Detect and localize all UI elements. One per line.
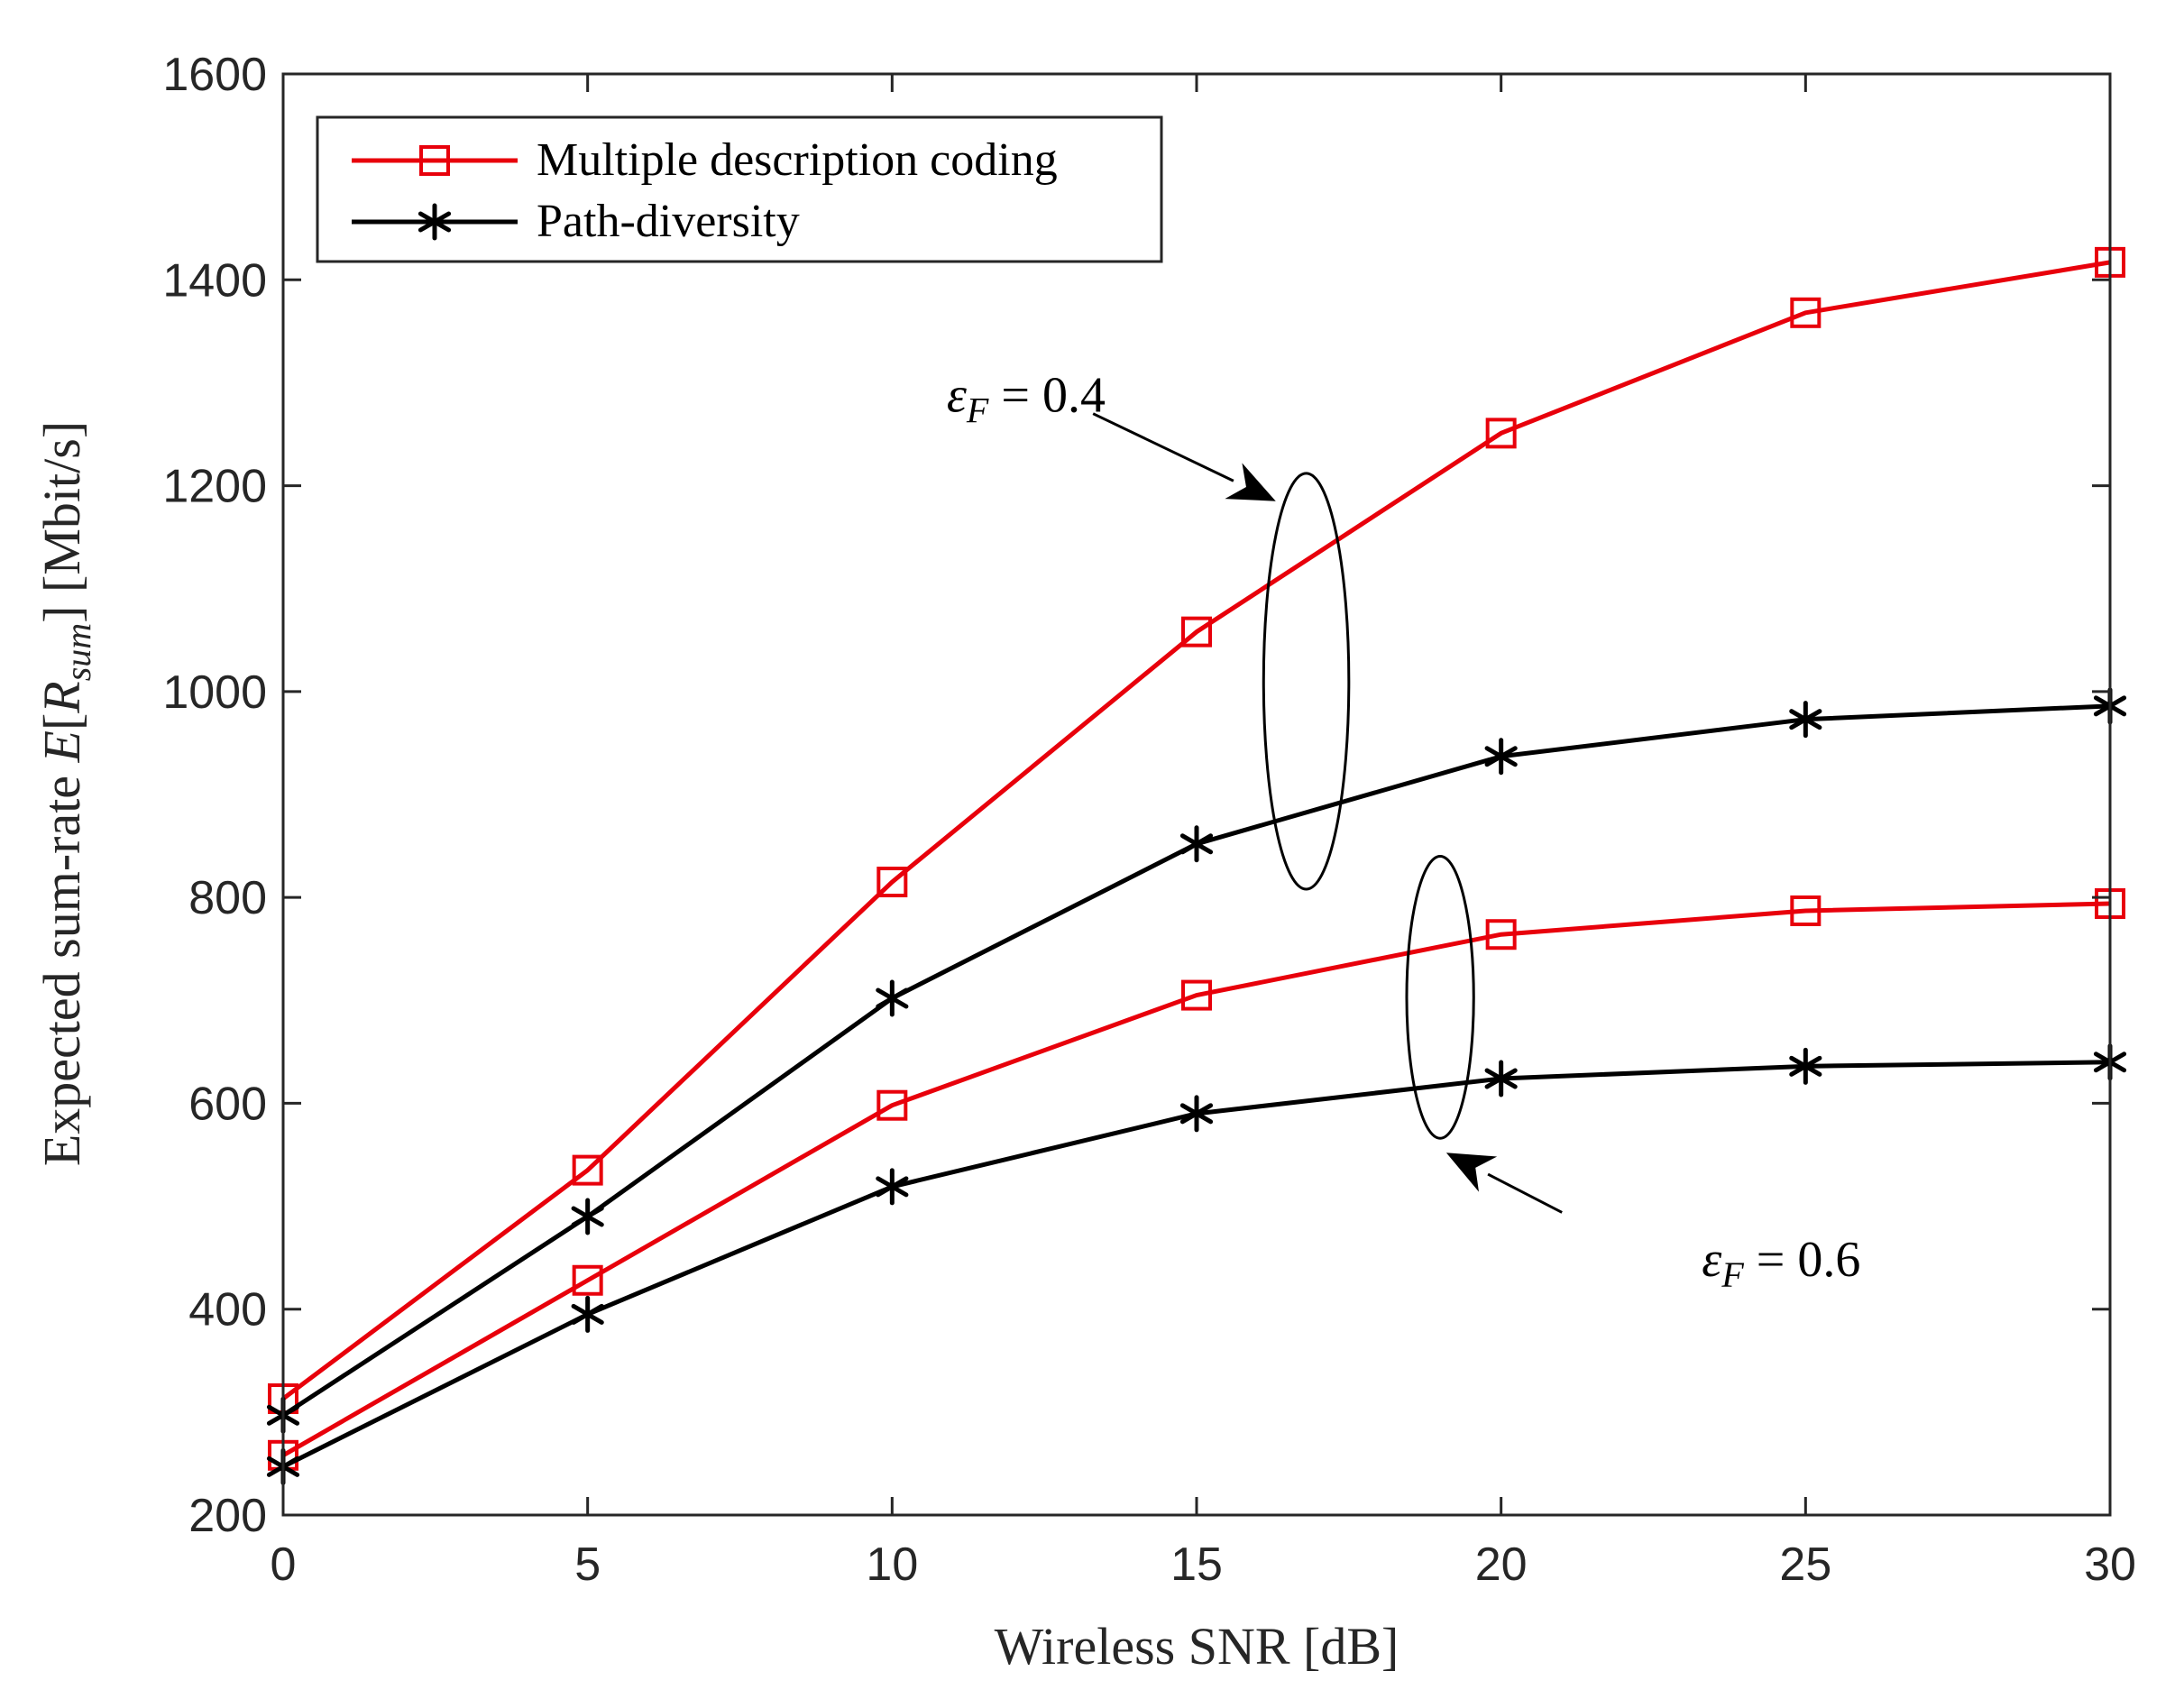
- data-point-square: [1790, 895, 1822, 926]
- y-tick-label: 1400: [162, 254, 267, 307]
- data-point-square: [876, 1089, 908, 1121]
- data-point-asterisk: [876, 1168, 909, 1206]
- x-tick-label: 20: [1475, 1538, 1528, 1591]
- legend: Multiple description coding Path-diversi…: [316, 115, 1163, 263]
- annotation-ellipse: [1405, 854, 1475, 1140]
- annotation-arrow-shaft: [1092, 412, 1234, 482]
- data-point-asterisk: [1179, 1095, 1214, 1133]
- data-point-asterisk: [876, 979, 909, 1017]
- legend-label-mdc: Multiple description coding: [537, 134, 1058, 186]
- annotation-ellipse: [1262, 472, 1351, 891]
- data-point-square: [876, 867, 908, 898]
- data-point-square: [1181, 616, 1212, 647]
- y-tick-label: 1200: [162, 461, 267, 513]
- annotation-arrow-head: [1445, 1153, 1498, 1192]
- y-tick-label: 400: [188, 1284, 267, 1336]
- y-axis-label: Expected sum-rate E[Rsum] [Mbit/s]: [32, 421, 98, 1166]
- data-point-square: [1485, 418, 1517, 449]
- x-tick-label: 0: [271, 1538, 297, 1591]
- series-line: [281, 260, 2111, 1401]
- data-point-square: [1485, 919, 1517, 951]
- x-axis-label: Wireless SNR [dB]: [995, 1617, 1399, 1676]
- y-tick-label: 600: [188, 1078, 267, 1130]
- y-tick-label: 1000: [162, 666, 267, 719]
- data-point-asterisk: [1789, 1047, 1822, 1085]
- series-2-square: [268, 887, 2125, 1471]
- data-point-asterisk: [1484, 1060, 1518, 1097]
- x-tick-label: 5: [574, 1538, 601, 1591]
- x-tick-label: 30: [2084, 1538, 2136, 1591]
- data-point-asterisk: [571, 1295, 604, 1333]
- annotation-eps04: εF = 0.4: [947, 367, 1351, 891]
- data-point-square: [1181, 979, 1212, 1011]
- annotation-arrow-head: [1225, 463, 1276, 501]
- legend-box: [316, 115, 1163, 263]
- annotation-arrow-shaft: [1487, 1172, 1563, 1214]
- y-tick-label: 800: [188, 872, 267, 924]
- legend-entry-path-diversity: Path-diversity: [352, 196, 800, 247]
- data-point-asterisk: [1179, 825, 1214, 863]
- data-point-square: [572, 1154, 603, 1186]
- data-point-square: [1790, 297, 1822, 328]
- legend-entry-mdc: Multiple description coding: [352, 134, 1058, 186]
- data-point-asterisk: [1484, 738, 1518, 776]
- data-point-asterisk: [1789, 701, 1822, 739]
- annotation-label: εF = 0.6: [1702, 1232, 1860, 1295]
- x-tick-label: 10: [866, 1538, 918, 1591]
- annotation-label: εF = 0.4: [947, 367, 1106, 430]
- x-tick-label: 15: [1170, 1538, 1223, 1591]
- series-line: [281, 901, 2111, 1457]
- x-tick-label: 25: [1779, 1538, 1831, 1591]
- legend-marker-asterisk: [418, 203, 452, 241]
- y-tick-label: 200: [188, 1490, 267, 1542]
- legend-marker-square: [419, 145, 450, 176]
- series-1-asterisk: [266, 687, 2127, 1434]
- data-point-asterisk: [571, 1198, 604, 1235]
- annotation-eps06: εF = 0.6: [1405, 854, 1860, 1295]
- data-point-square: [572, 1264, 603, 1296]
- legend-label-path-diversity: Path-diversity: [537, 196, 800, 247]
- y-tick-label: 1600: [162, 49, 267, 101]
